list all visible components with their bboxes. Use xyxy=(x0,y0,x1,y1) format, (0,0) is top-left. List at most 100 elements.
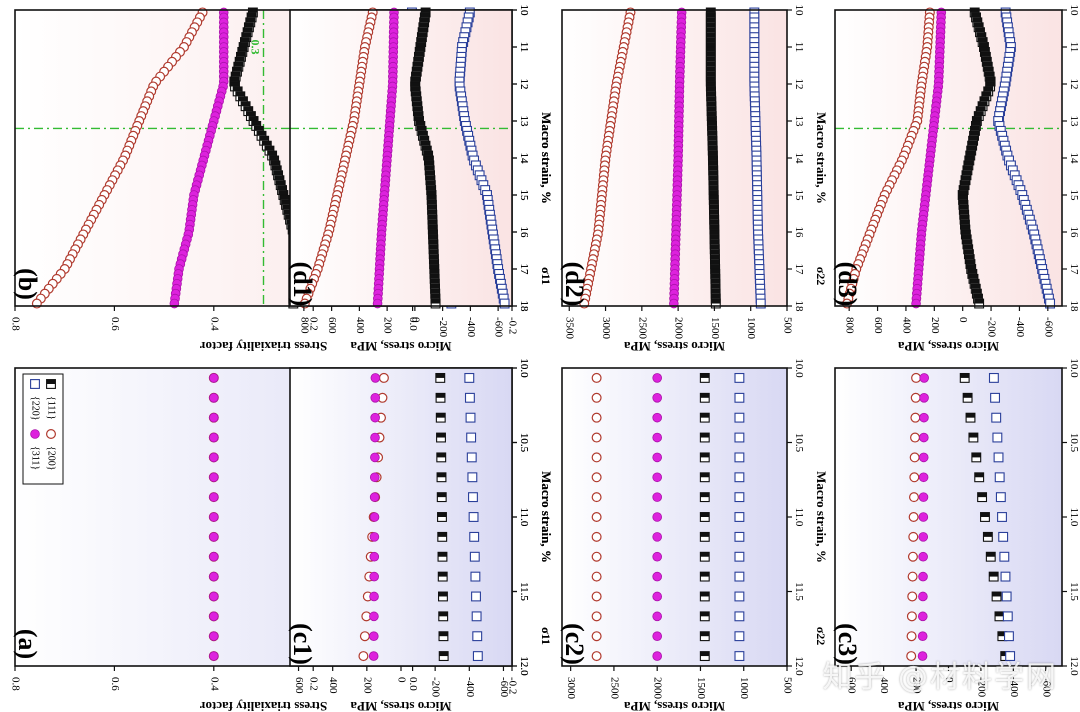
x-tick-label: 11.0 xyxy=(518,508,530,527)
panel-subtitle: σ11 xyxy=(539,267,553,285)
marker-220 xyxy=(1005,651,1016,662)
chart-panel-d1: 10 11 12 13 14 15 16 17 18 -600 -400 -200 0 200 400 600… xyxy=(288,5,554,355)
marker-111-fill xyxy=(986,552,996,557)
marker-111-fill xyxy=(707,131,717,136)
marker-220 xyxy=(988,372,999,383)
marker-200 xyxy=(906,631,917,642)
marker-111-fill xyxy=(976,106,986,112)
marker-311 xyxy=(209,432,219,443)
x-tick-label: 10.0 xyxy=(518,358,530,378)
x-tick-label: 10 xyxy=(793,5,805,17)
marker-111-fill xyxy=(967,269,977,274)
marker-111-fill xyxy=(980,47,990,52)
x-tick-label: 12 xyxy=(518,79,530,90)
marker-200 xyxy=(591,432,602,443)
y-tick-label: 2500 xyxy=(636,317,648,340)
series-311 xyxy=(652,373,662,661)
marker-111-fill xyxy=(972,116,982,121)
marker-111-fill xyxy=(706,77,716,82)
marker-220 xyxy=(734,571,745,582)
marker-111-fill xyxy=(412,101,422,107)
marker-111-fill xyxy=(278,190,288,195)
marker-111-fill xyxy=(427,195,437,200)
marker-111-fill xyxy=(426,175,435,181)
x-tick-label: 12 xyxy=(1068,79,1080,90)
legend-label: {111} xyxy=(46,396,57,420)
marker-311 xyxy=(209,571,219,582)
panel-label: (d2) xyxy=(560,262,589,307)
marker-200 xyxy=(591,452,602,463)
marker-111-fill xyxy=(422,146,432,151)
x-tick-label: 18 xyxy=(793,301,805,313)
marker-220 xyxy=(467,472,478,483)
y-axis-label: Micro stress, MPa xyxy=(624,339,725,354)
marker-111-fill xyxy=(426,185,436,191)
marker-111-fill xyxy=(700,393,710,398)
y-tick-label: 0 xyxy=(957,317,969,323)
y-tick-label: 0 xyxy=(943,677,955,683)
watermark-text: 知乎 @材料学网 xyxy=(822,660,1058,695)
marker-111-fill xyxy=(709,195,719,200)
marker-220 xyxy=(734,591,745,602)
marker-220 xyxy=(472,631,483,642)
marker-111-fill xyxy=(437,472,446,478)
marker-311 xyxy=(919,392,929,403)
marker-111-fill xyxy=(700,552,710,557)
x-tick-label: 10 xyxy=(518,5,530,17)
marker-311 xyxy=(209,412,219,423)
marker-111-fill xyxy=(982,57,992,62)
marker-220 xyxy=(734,472,745,483)
marker-311 xyxy=(369,532,380,542)
y-tick-label: 0.8 xyxy=(9,317,21,331)
marker-111-fill xyxy=(709,215,719,220)
marker-220 xyxy=(734,531,745,542)
marker-111-fill xyxy=(281,200,291,205)
marker-111-fill xyxy=(421,141,430,146)
y-tick-label: 0.0 xyxy=(407,677,419,691)
marker-111-fill xyxy=(709,175,718,181)
marker-200 xyxy=(591,551,602,562)
marker-111-fill xyxy=(413,62,422,67)
marker-111-fill xyxy=(415,121,425,126)
x-tick-label: 18 xyxy=(518,301,530,313)
marker-311 xyxy=(652,571,662,582)
marker-111-fill xyxy=(428,215,437,220)
x-tick-label: 18 xyxy=(1068,301,1080,313)
marker-111-fill xyxy=(970,126,980,131)
marker-311 xyxy=(652,492,662,502)
marker-111-fill xyxy=(271,161,280,166)
y-tick-label: -0.2 xyxy=(506,317,518,334)
x-tick-label: 10.0 xyxy=(1068,358,1080,378)
y-tick-label: 3000 xyxy=(565,677,577,700)
marker-220 xyxy=(464,372,475,383)
marker-220 xyxy=(471,611,482,622)
x-tick-label: 11.5 xyxy=(518,582,530,601)
marker-111-fill xyxy=(233,87,243,92)
y-tick-label: 3000 xyxy=(600,317,612,340)
marker-111-fill xyxy=(707,101,716,107)
x-tick-label: 10.5 xyxy=(518,433,530,453)
marker-111-fill xyxy=(710,249,720,255)
marker-111-fill xyxy=(710,274,720,279)
marker-220 xyxy=(997,512,1007,522)
marker-220 xyxy=(466,452,477,463)
marker-111-fill xyxy=(249,116,258,121)
marker-200 xyxy=(911,372,922,383)
marker-220 xyxy=(990,392,1001,403)
marker-111-fill xyxy=(706,62,716,67)
marker-111-fill xyxy=(425,170,435,176)
x-tick-label: 12 xyxy=(518,79,530,90)
marker-111-fill xyxy=(711,289,721,294)
marker-111-fill xyxy=(707,116,717,121)
marker-200 xyxy=(591,651,602,662)
x-tick-label: 15 xyxy=(793,190,805,202)
marker-311 xyxy=(368,651,379,661)
marker-220 xyxy=(469,531,480,542)
marker-220 xyxy=(470,571,481,582)
marker-311 xyxy=(209,452,219,463)
marker-200 xyxy=(908,492,919,503)
y-tick-label: 600 xyxy=(293,677,305,694)
marker-200 xyxy=(910,392,921,403)
marker-220 xyxy=(468,492,478,503)
x-tick-label: 11 xyxy=(518,42,530,53)
